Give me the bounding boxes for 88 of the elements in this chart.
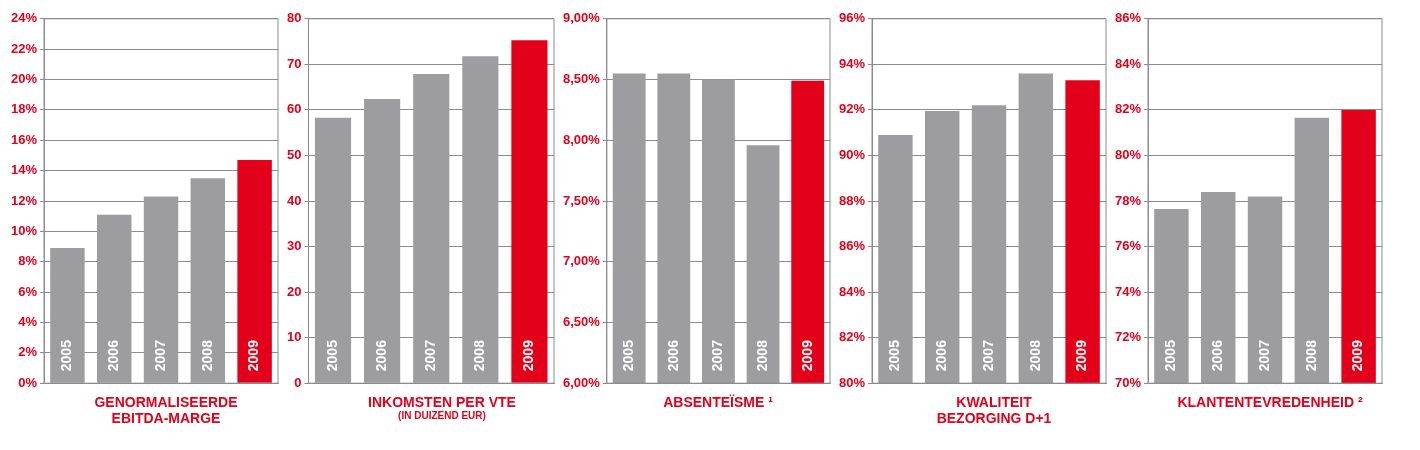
x-tick-label: 2007 <box>709 339 726 372</box>
y-tick-label: 7,00% <box>562 253 601 269</box>
y-tick-label: 72% <box>1114 329 1142 345</box>
y-tick-label: 9,00% <box>562 10 601 26</box>
text: (IN DUIZEND EUR) <box>397 410 487 422</box>
y-tick-label: 0 <box>294 374 302 390</box>
y-tick-label: 80% <box>1114 147 1142 163</box>
x-tick-label: 2009 <box>1073 339 1090 372</box>
y-tick-label: 82% <box>1114 101 1142 117</box>
bar <box>511 40 548 383</box>
y-tick-label: 0% <box>18 374 38 390</box>
y-tick-label: 30 <box>286 238 302 254</box>
y-tick-label: 22% <box>10 40 38 56</box>
y-tick-label: 82% <box>838 329 866 345</box>
x-tick-label: 2005 <box>58 339 75 372</box>
x-tick-label: 2005 <box>620 339 637 372</box>
y-tick-label: 2% <box>18 344 38 360</box>
x-tick-label: 2009 <box>245 339 262 372</box>
y-tick-label: 20 <box>286 283 302 299</box>
y-tick-label: 10% <box>10 222 38 238</box>
bar <box>190 178 226 383</box>
x-tick-label: 2005 <box>1162 339 1179 372</box>
x-tick-label: 2006 <box>105 339 122 372</box>
bar <box>314 117 352 383</box>
y-tick-label: 86% <box>1114 10 1142 26</box>
y-tick-label: 40 <box>286 192 302 208</box>
x-tick-label: 2005 <box>323 339 340 372</box>
x-tick-label: 2007 <box>979 339 996 372</box>
bar <box>364 98 401 383</box>
y-tick-label: 76% <box>1114 238 1142 254</box>
x-tick-label: 2005 <box>886 339 903 372</box>
bar <box>50 248 85 383</box>
x-tick-label: 2008 <box>1302 339 1319 372</box>
y-tick-label: 4% <box>18 314 38 330</box>
y-tick-label: 80% <box>838 374 866 390</box>
bar <box>96 214 132 383</box>
y-tick-label: 92% <box>838 101 866 117</box>
y-tick-label: 7,50% <box>562 192 601 208</box>
y-tick-label: 20% <box>10 71 38 87</box>
y-tick-label: 80 <box>286 10 302 26</box>
y-tick-label: 60 <box>286 101 302 117</box>
x-tick-label: 2006 <box>372 339 389 372</box>
x-tick-label: 2006 <box>664 339 681 372</box>
y-tick-label: 6% <box>18 283 38 299</box>
y-tick-label: 8,50% <box>562 71 601 87</box>
x-tick-label: 2009 <box>520 339 537 372</box>
text: ABSENTEÏSME ¹ <box>662 394 774 410</box>
x-tick-label: 2007 <box>151 339 168 372</box>
x-tick-label: 2008 <box>471 339 488 372</box>
y-tick-label: 8,00% <box>562 131 601 147</box>
bar <box>413 73 450 383</box>
y-tick-label: 8% <box>18 253 38 269</box>
y-tick-label: 90% <box>838 147 866 163</box>
x-tick-label: 2008 <box>753 339 770 372</box>
text: KWALITEIT BEZORGING D+1 <box>935 394 1053 426</box>
y-tick-label: 70 <box>286 55 302 71</box>
x-tick-label: 2008 <box>198 339 215 372</box>
x-tick-label: 2006 <box>1209 339 1226 372</box>
x-tick-label: 2006 <box>933 339 950 372</box>
y-tick-label: 6,50% <box>562 314 601 330</box>
bar <box>237 160 272 383</box>
y-tick-label: 14% <box>10 162 38 178</box>
y-tick-label: 74% <box>1114 283 1142 299</box>
y-tick-label: 10 <box>286 329 302 345</box>
x-tick-label: 2009 <box>798 339 815 372</box>
y-tick-label: 24% <box>10 10 38 26</box>
y-tick-label: 70% <box>1114 374 1142 390</box>
y-tick-label: 88% <box>838 192 866 208</box>
text: KLANTENTEVREDENHEID ² <box>1176 394 1364 410</box>
x-tick-label: 2008 <box>1026 339 1043 372</box>
y-tick-label: 84% <box>1114 55 1142 71</box>
y-tick-label: 84% <box>838 283 866 299</box>
y-tick-label: 6,00% <box>562 374 601 390</box>
text: INKOMSTEN PER VTE <box>367 394 517 410</box>
y-tick-label: 18% <box>10 101 38 117</box>
y-tick-label: 96% <box>838 10 866 26</box>
y-tick-label: 94% <box>838 55 866 71</box>
bar <box>462 56 499 383</box>
y-tick-label: 16% <box>10 131 38 147</box>
x-tick-label: 2007 <box>1255 339 1272 372</box>
y-tick-label: 50 <box>286 147 302 163</box>
x-tick-label: 2009 <box>1349 339 1366 372</box>
y-tick-label: 78% <box>1114 192 1142 208</box>
bar <box>143 196 179 383</box>
text: GENORMALISEERDE EBITDA-MARGE <box>93 394 239 426</box>
y-tick-label: 86% <box>838 238 866 254</box>
x-tick-label: 2007 <box>422 339 439 372</box>
y-tick-label: 12% <box>10 192 38 208</box>
